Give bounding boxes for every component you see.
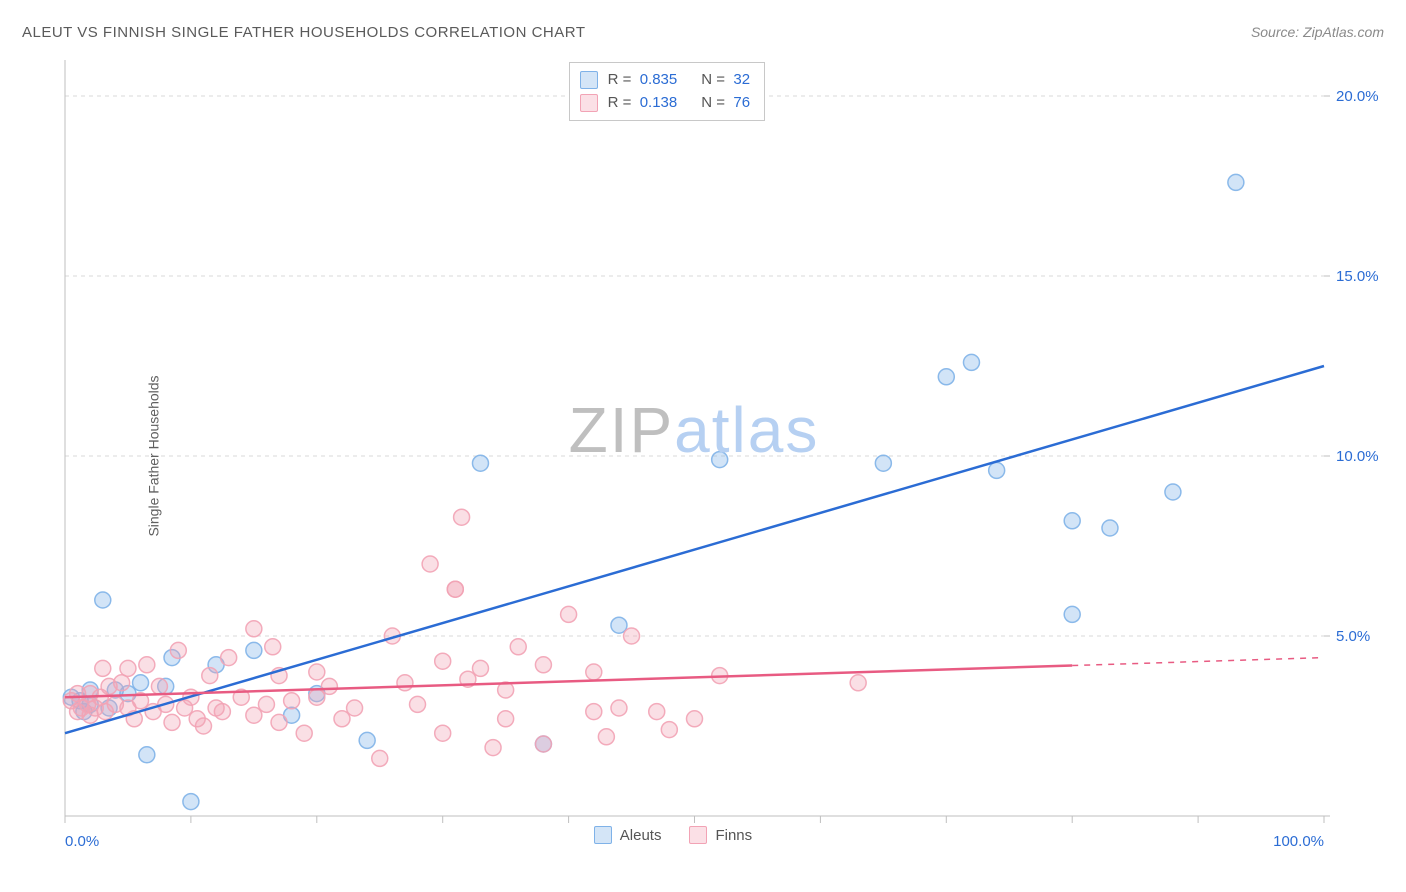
data-point xyxy=(611,700,627,716)
data-point xyxy=(963,354,979,370)
data-point xyxy=(410,696,426,712)
legend-n: N = 76 xyxy=(701,92,750,115)
data-point xyxy=(347,700,363,716)
data-point xyxy=(850,675,866,691)
data-point xyxy=(214,704,230,720)
data-point xyxy=(598,729,614,745)
data-point xyxy=(472,660,488,676)
data-point xyxy=(221,650,237,666)
data-point xyxy=(246,642,262,658)
data-point xyxy=(687,711,703,727)
data-point xyxy=(938,369,954,385)
data-point xyxy=(133,675,149,691)
chart-source: Source: ZipAtlas.com xyxy=(1251,24,1384,40)
data-point xyxy=(120,660,136,676)
data-point xyxy=(372,750,388,766)
data-point xyxy=(183,794,199,810)
legend-r: R = 0.835 xyxy=(608,69,678,92)
data-point xyxy=(284,693,300,709)
chart-svg: 0.0% 100.0% 5.0% 10.0% 15.0% 20.0% xyxy=(55,56,1386,856)
data-point xyxy=(422,556,438,572)
data-point xyxy=(164,714,180,730)
data-point xyxy=(535,657,551,673)
data-point xyxy=(535,736,551,752)
data-point xyxy=(485,740,501,756)
data-point xyxy=(296,725,312,741)
x-tick-label: 100.0% xyxy=(1273,833,1324,850)
data-point xyxy=(397,675,413,691)
series-name: Aleuts xyxy=(620,827,662,844)
y-axis-label: Single Father Households xyxy=(146,375,162,536)
data-point xyxy=(435,653,451,669)
data-point xyxy=(95,592,111,608)
data-point xyxy=(151,678,167,694)
data-point xyxy=(989,462,1005,478)
data-point xyxy=(170,642,186,658)
data-point xyxy=(321,678,337,694)
chart-title: ALEUT VS FINNISH SINGLE FATHER HOUSEHOLD… xyxy=(22,24,586,41)
data-point xyxy=(472,455,488,471)
data-point xyxy=(661,722,677,738)
legend-r: R = 0.138 xyxy=(608,92,678,115)
data-point xyxy=(561,606,577,622)
data-point xyxy=(712,452,728,468)
stats-legend: R = 0.835 N = 32 R = 0.138 N = 76 xyxy=(569,62,765,121)
data-point xyxy=(265,639,281,655)
regression-line-dashed xyxy=(1072,658,1324,666)
stats-legend-row: R = 0.835 N = 32 xyxy=(580,69,750,92)
data-point xyxy=(359,732,375,748)
data-point xyxy=(95,660,111,676)
legend-swatch xyxy=(580,94,598,112)
data-point xyxy=(258,696,274,712)
y-tick-label: 20.0% xyxy=(1336,88,1379,105)
data-point xyxy=(1064,513,1080,529)
data-point xyxy=(435,725,451,741)
legend-n: N = 32 xyxy=(701,69,750,92)
data-point xyxy=(246,621,262,637)
data-point xyxy=(309,664,325,680)
axis-legend-item: Finns xyxy=(689,826,752,844)
data-point xyxy=(649,704,665,720)
stats-legend-row: R = 0.138 N = 76 xyxy=(580,92,750,115)
legend-swatch xyxy=(594,826,612,844)
data-point xyxy=(498,711,514,727)
x-tick-label: 0.0% xyxy=(65,833,99,850)
data-point xyxy=(271,714,287,730)
data-point xyxy=(1064,606,1080,622)
data-point xyxy=(195,718,211,734)
axis-legend: Aleuts Finns xyxy=(594,826,752,844)
data-point xyxy=(1102,520,1118,536)
data-point xyxy=(875,455,891,471)
data-point xyxy=(454,509,470,525)
plot-area: Single Father Households 0.0% 100.0% 5.0% 1… xyxy=(55,56,1386,856)
data-point xyxy=(1165,484,1181,500)
data-point xyxy=(139,747,155,763)
y-tick-label: 15.0% xyxy=(1336,268,1379,285)
data-point xyxy=(510,639,526,655)
data-point xyxy=(624,628,640,644)
data-point xyxy=(139,657,155,673)
data-point xyxy=(586,664,602,680)
data-point xyxy=(586,704,602,720)
series-name: Finns xyxy=(715,827,752,844)
legend-swatch xyxy=(689,826,707,844)
y-tick-label: 10.0% xyxy=(1336,448,1379,465)
legend-swatch xyxy=(580,71,598,89)
data-point xyxy=(1228,174,1244,190)
data-point xyxy=(202,668,218,684)
data-point xyxy=(447,581,463,597)
data-point xyxy=(114,675,130,691)
y-tick-label: 5.0% xyxy=(1336,628,1370,645)
axis-legend-item: Aleuts xyxy=(594,826,662,844)
